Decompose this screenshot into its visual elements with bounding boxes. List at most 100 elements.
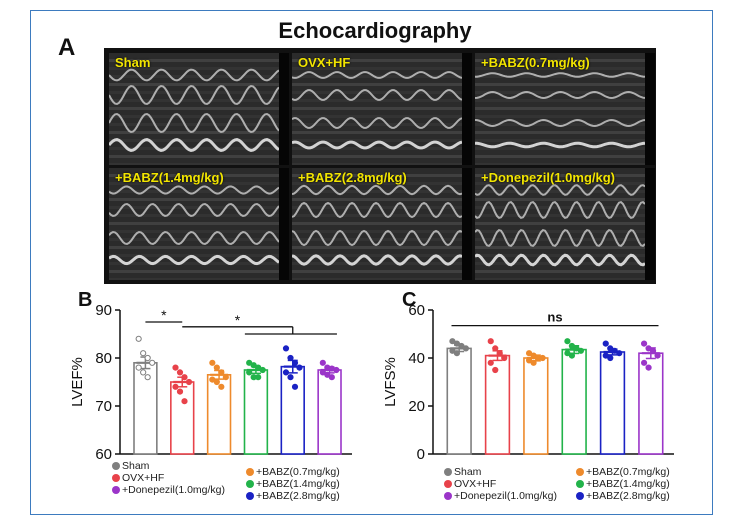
legend-label: +BABZ(2.8mg/kg) (586, 490, 670, 502)
data-point (255, 374, 262, 381)
echo-band (292, 254, 462, 257)
data-point (144, 354, 151, 362)
echo-band (292, 270, 462, 273)
echo-band (109, 246, 279, 249)
data-point (181, 398, 188, 405)
echo-wall-trace (475, 184, 646, 196)
data-point (487, 359, 494, 366)
legend-label: +BABZ(1.4mg/kg) (586, 478, 670, 490)
legend-item-babz-2-8: +BABZ(2.8mg/kg) (246, 490, 340, 502)
echo-band (292, 230, 462, 233)
echo-band (475, 198, 645, 201)
legend-label: +Donepezil(1.0mg/kg) (122, 484, 226, 496)
echo-band (292, 190, 462, 193)
echo-band (292, 214, 462, 217)
echo-wall-trace (109, 230, 280, 246)
echo-wall-trace (292, 140, 463, 150)
echo-band (109, 270, 279, 273)
data-point (568, 352, 576, 359)
echo-band (109, 174, 279, 177)
legend-dot-icon (246, 468, 254, 476)
data-point (176, 369, 184, 376)
data-point (607, 354, 614, 362)
legend-label: Sham (122, 460, 150, 472)
bar (599, 351, 626, 455)
y-tick-label: 0 (417, 446, 425, 463)
echo-band (292, 174, 462, 177)
echo-band (109, 83, 279, 86)
echo-band (475, 174, 645, 177)
legend-item-ovx-hf: OVX+HF (112, 472, 164, 484)
echo-wall-trace (292, 184, 463, 196)
y-axis-label: LVEF% (69, 357, 86, 407)
echo-band (292, 67, 462, 70)
echo-band (109, 163, 279, 165)
echo-band (109, 139, 279, 142)
legend-dot-icon (576, 480, 584, 488)
bar (561, 348, 587, 455)
echo-wall-trace (109, 112, 280, 134)
echo-label-donepezil: +Donepezil(1.0mg/kg) (481, 170, 615, 185)
echo-wall-trace (292, 229, 463, 247)
echo-band (292, 198, 462, 201)
data-point (218, 369, 225, 376)
echo-band (475, 278, 645, 280)
echo-band (475, 246, 645, 249)
data-point (649, 347, 657, 354)
echo-wall-trace (109, 68, 280, 82)
echo-band (475, 222, 645, 225)
y-tick-label: 70 (95, 398, 112, 415)
echo-band (292, 238, 462, 241)
echo-label-babz-0-7: +BABZ(0.7mg/kg) (481, 55, 590, 70)
echo-band (109, 198, 279, 201)
echo-wall-trace (109, 202, 280, 218)
echo-band (475, 67, 645, 70)
data-point (501, 354, 508, 362)
data-point (218, 383, 225, 390)
significance-label: * (161, 307, 167, 323)
legend-label: +Donepezil(1.0mg/kg) (454, 490, 558, 502)
echo-band (475, 230, 645, 233)
echo-band (475, 139, 645, 142)
legend-label: Sham (454, 466, 482, 478)
data-point (602, 340, 609, 347)
echo-band (109, 182, 279, 185)
legend-dot-icon (246, 480, 254, 488)
bar (446, 347, 472, 455)
data-point (291, 359, 299, 366)
legend-item-donepezil: +Donepezil(1.0mg/kg) (444, 490, 557, 502)
echo-band (292, 107, 462, 110)
echo-band (475, 254, 645, 257)
echo-band (109, 155, 279, 158)
bar (280, 365, 305, 455)
echo-wall-trace (292, 71, 463, 79)
legend-item-babz-0-7: +BABZ(0.7mg/kg) (246, 466, 340, 478)
legend-item-donepezil: +Donepezil(1.0mg/kg) (112, 484, 225, 496)
echo-band (292, 115, 462, 118)
echo-wall-trace (475, 253, 646, 267)
echo-band (292, 222, 462, 225)
echo-band (292, 163, 462, 165)
data-point (259, 366, 266, 374)
echo-band (109, 107, 279, 110)
legend-label: +BABZ(0.7mg/kg) (586, 466, 670, 478)
echo-band (109, 99, 279, 102)
data-point (282, 345, 290, 352)
echo-band (475, 182, 645, 185)
echo-scale-bar (279, 168, 289, 280)
data-point (185, 378, 193, 386)
legend-dot-icon (576, 468, 584, 476)
figure-frame (30, 10, 713, 515)
echo-wall-trace (475, 72, 646, 78)
echo-label-ovx-hf: OVX+HF (298, 55, 351, 70)
data-point (492, 345, 499, 352)
echo-wall-trace (109, 84, 280, 106)
data-point (530, 359, 537, 366)
data-point (616, 350, 623, 357)
data-point (213, 378, 220, 386)
data-point (319, 359, 326, 366)
panel-a-label: A (58, 34, 76, 61)
echo-label-babz-2-8: +BABZ(2.8mg/kg) (298, 170, 407, 185)
echo-band (292, 91, 462, 94)
legend-dot-icon (576, 492, 584, 500)
